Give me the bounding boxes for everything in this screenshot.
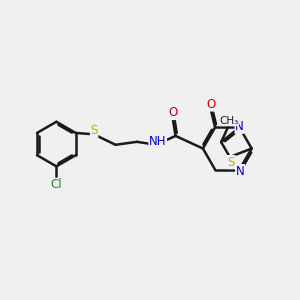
Text: O: O	[206, 98, 215, 111]
Text: S: S	[90, 124, 98, 137]
Text: S: S	[228, 156, 235, 169]
Text: NH: NH	[149, 135, 166, 148]
Text: Cl: Cl	[51, 178, 62, 191]
Text: N: N	[236, 165, 244, 178]
Text: CH₃: CH₃	[219, 116, 238, 126]
Text: O: O	[168, 106, 177, 119]
Text: N: N	[235, 120, 244, 133]
